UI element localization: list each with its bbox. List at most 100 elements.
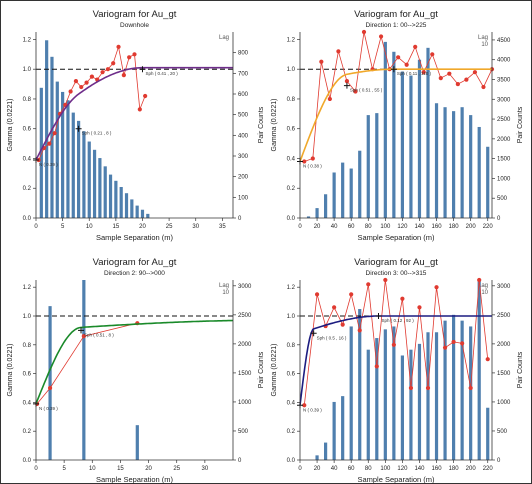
x-tick-label: 140	[414, 466, 425, 472]
structure-marker	[310, 330, 317, 337]
structure-marker	[343, 82, 350, 89]
pair-count-bar	[443, 107, 447, 218]
experimental-point	[81, 334, 86, 339]
pair-count-bar	[50, 56, 54, 218]
y2-tick-label: 1000	[497, 400, 511, 406]
experimental-point	[472, 70, 478, 75]
pair-count-bar	[315, 455, 319, 460]
pair-count-bar	[469, 115, 473, 218]
structure-marker	[375, 313, 382, 319]
chart-subtitle: Direction 3: 00-->315	[366, 270, 427, 277]
y2-axis-title: Pair Counts	[517, 106, 524, 143]
x-tick-label: 180	[449, 224, 460, 230]
y2-axis-title: Pair Counts	[258, 106, 265, 143]
x-tick-label: 80	[365, 466, 372, 472]
y-tick-label: 0.8	[287, 97, 296, 103]
experimental-point	[73, 79, 79, 84]
pair-count-bar	[383, 41, 387, 218]
experimental-point	[357, 328, 362, 333]
x-tick-label: 20	[314, 224, 321, 230]
y2-tick-label: 2000	[497, 342, 511, 348]
pair-count-bar	[324, 194, 328, 218]
pair-count-bar	[443, 320, 447, 460]
pair-count-bar	[124, 193, 129, 218]
y-tick-label: 0.4	[23, 400, 32, 406]
experimental-point	[336, 49, 341, 54]
experimental-point	[481, 84, 486, 90]
chart-title: Variogram for Au_gt	[93, 9, 177, 20]
experimental-point	[374, 364, 379, 369]
x-tick-label: 100	[380, 224, 391, 230]
y-tick-label: 0.0	[287, 458, 296, 464]
lag-label: Lag	[478, 283, 488, 289]
x-tick-label: 160	[432, 466, 443, 472]
experimental-point	[116, 44, 121, 49]
experimental-point	[400, 296, 405, 301]
x-tick-label: 0	[298, 466, 302, 472]
y2-tick-label: 1000	[497, 176, 511, 182]
pair-count-bar	[417, 59, 422, 218]
pair-count-bar	[417, 343, 422, 460]
x-tick-label: 120	[397, 466, 408, 472]
x-tick-label: 10	[86, 224, 93, 230]
x-tick-label: 80	[365, 224, 372, 230]
y2-tick-label: 2500	[497, 117, 511, 123]
y-tick-label: 0.4	[287, 400, 296, 406]
pair-count-bar	[409, 75, 413, 218]
pair-count-bar	[92, 149, 97, 218]
pair-count-bar	[71, 112, 75, 218]
x-tick-label: 5	[62, 466, 66, 472]
pair-count-bar	[324, 442, 328, 460]
y-tick-label: 0.2	[23, 429, 32, 435]
pair-count-bar	[349, 326, 353, 460]
x-tick-label: 30	[202, 466, 209, 472]
y2-tick-label: 800	[238, 51, 249, 57]
experimental-point	[127, 55, 132, 60]
y2-tick-label: 1000	[238, 400, 252, 406]
pair-count-bar	[146, 213, 150, 218]
pair-count-bar	[486, 146, 490, 218]
pair-count-bar	[460, 107, 464, 218]
x-axis-title: Sample Separation (m)	[96, 233, 174, 242]
chart-subtitle: Direction 1: 00-->225	[366, 22, 427, 29]
experimental-point	[451, 339, 456, 345]
y2-tick-label: 3000	[497, 97, 511, 103]
experimental-point	[434, 285, 439, 290]
pair-count-bar	[486, 407, 490, 460]
pair-count-bar	[114, 180, 118, 218]
experimental-point	[84, 80, 89, 85]
x-tick-label: 200	[466, 224, 477, 230]
experimental-point	[460, 341, 465, 346]
structure-annotation: Sph ( 0.11 , 110 )	[397, 71, 432, 76]
experimental-point	[442, 345, 448, 350]
y-tick-label: 1.0	[287, 314, 296, 320]
y2-tick-label: 0	[497, 216, 501, 222]
x-axis-title: Sample Separation (m)	[357, 233, 435, 242]
y2-tick-label: 1500	[497, 371, 511, 377]
x-tick-label: 60	[348, 466, 355, 472]
y-tick-label: 0.8	[23, 343, 32, 349]
chart-title: Variogram for Au_gt	[93, 257, 177, 268]
y-axis-title: Gamma (0.0221)	[271, 344, 278, 397]
pair-count-bar	[452, 314, 456, 460]
pair-count-bar	[61, 91, 65, 218]
x-tick-label: 100	[380, 466, 391, 472]
x-tick-label: 25	[166, 224, 173, 230]
pair-count-bar	[426, 332, 430, 460]
experimental-point	[408, 385, 414, 391]
pair-count-bar	[39, 87, 43, 218]
experimental-variogram-line	[38, 46, 146, 161]
y2-tick-label: 700	[238, 71, 249, 77]
x-tick-label: 30	[192, 224, 199, 230]
x-tick-label: 200	[466, 466, 477, 472]
x-tick-label: 0	[34, 466, 38, 472]
lag-value: 10	[481, 42, 488, 48]
y2-tick-label: 3000	[497, 284, 511, 290]
experimental-point	[68, 89, 73, 94]
y2-tick-label: 200	[238, 175, 249, 181]
pair-count-bar	[98, 158, 102, 218]
experimental-point	[391, 342, 396, 347]
x-axis-title: Sample Separation (m)	[357, 475, 435, 484]
y2-tick-label: 4000	[497, 58, 511, 64]
